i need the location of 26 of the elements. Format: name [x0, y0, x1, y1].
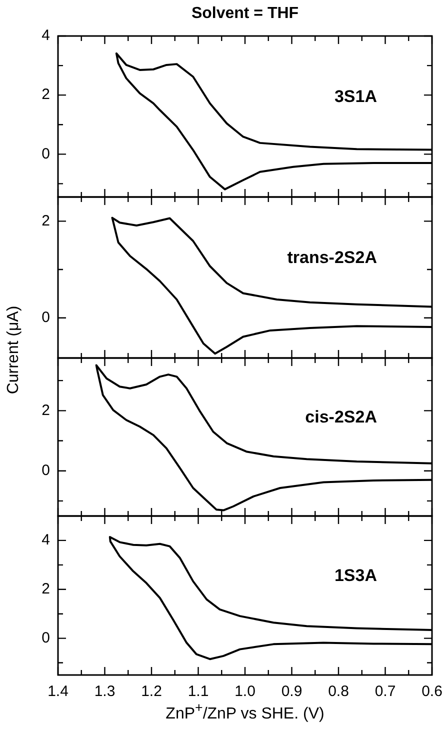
y-tick-label: 2	[42, 402, 50, 419]
y-tick-label: 2	[42, 580, 50, 598]
x-tick-label: 0.8	[328, 683, 349, 700]
y-tick-label: 0	[42, 309, 50, 326]
y-tick-label: 4	[42, 27, 50, 44]
x-tick-label: 1.1	[188, 683, 209, 700]
x-tick-label: 1.0	[234, 683, 256, 700]
y-tick-label: 0	[42, 629, 50, 646]
x-tick-label: 1.2	[141, 683, 162, 700]
y-tick-label: 4	[42, 532, 50, 549]
x-axis-title: ZnP$^{+}$/ZnP vs SHE. (V)	[164, 700, 326, 724]
annotation: 1S3A	[334, 566, 377, 586]
x-tick-label: 1.3	[94, 683, 116, 700]
y-tick-label: 0	[42, 145, 50, 162]
annotation: cis-2S2A	[305, 408, 377, 427]
x-tick-label: 0.6	[422, 683, 442, 700]
x-tick-label: 1.4	[48, 683, 68, 700]
x-tick-label: 0.9	[281, 683, 302, 700]
chart-title: Solvent = THF	[190, 5, 300, 23]
y-axis-title: Current (μA)	[5, 306, 23, 394]
annotation: 3S1A	[334, 86, 377, 106]
y-tick-label: 2	[42, 212, 50, 230]
annotation: trans-2S2A	[287, 248, 377, 267]
x-tick-label: 0.7	[374, 683, 396, 700]
y-tick-label: 2	[42, 86, 50, 104]
y-tick-label: 0	[42, 462, 50, 479]
